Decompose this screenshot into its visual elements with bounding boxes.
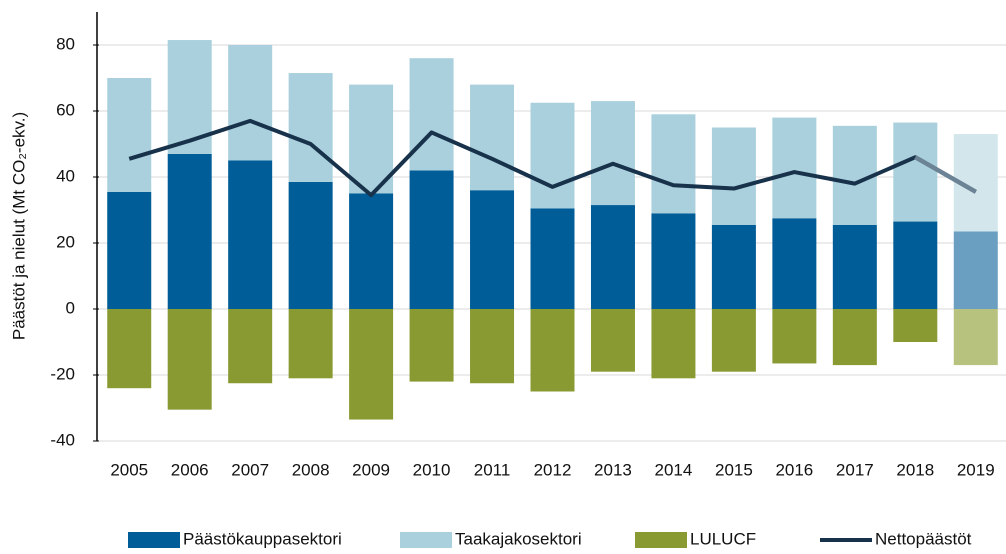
- legend-label: Päästökauppasektori: [183, 529, 342, 548]
- y-tick-label: 0: [66, 298, 75, 317]
- bar: [107, 191, 152, 309]
- bar: [590, 101, 635, 206]
- legend-label: Taakajakosektori: [455, 529, 582, 548]
- line: [128, 118, 977, 198]
- y-axis-label: Päästöt ja nielut (Mt CO₂-ekv.): [9, 112, 28, 340]
- bar: [590, 205, 635, 309]
- x-tick-label: 2013: [594, 460, 632, 479]
- bar: [228, 309, 273, 384]
- x-tick-label: 2010: [413, 460, 451, 479]
- x-tick-label: 2017: [836, 460, 874, 479]
- bar: [953, 309, 998, 366]
- x-tick-label: 2009: [352, 460, 390, 479]
- bar: [651, 309, 696, 379]
- bar: [832, 224, 877, 309]
- x-tick-label: 2011: [474, 460, 511, 479]
- bar: [530, 309, 575, 392]
- x-tick-label: 2019: [957, 460, 995, 479]
- x-tick-label: 2018: [896, 460, 934, 479]
- line-segment-faded: [914, 155, 977, 194]
- bar: [288, 73, 333, 182]
- bar: [530, 208, 575, 309]
- bar: [409, 170, 454, 309]
- x-tick-label: 2007: [231, 460, 269, 479]
- bar: [711, 224, 756, 309]
- bar: [772, 117, 817, 219]
- bar: [530, 102, 575, 209]
- bar: [107, 78, 152, 192]
- bar: [349, 84, 394, 194]
- bar: [772, 309, 817, 364]
- y-tick-label: 40: [56, 166, 75, 185]
- bar: [288, 309, 333, 379]
- bar: [711, 127, 756, 225]
- bar: [228, 45, 273, 161]
- x-tick-label: 2006: [171, 460, 209, 479]
- bar: [167, 309, 212, 410]
- bar: [651, 114, 696, 214]
- bar: [711, 309, 756, 372]
- x-tick-label: 2008: [292, 460, 330, 479]
- bar: [772, 218, 817, 309]
- bar: [893, 221, 938, 309]
- bar: [590, 309, 635, 372]
- bar: [953, 231, 998, 309]
- y-tick-label: 20: [56, 232, 75, 251]
- x-tick-label: 2015: [715, 460, 753, 479]
- y-tick-label: -40: [50, 430, 75, 449]
- bar: [349, 309, 394, 420]
- y-tick-label: 80: [56, 34, 75, 53]
- y-tick-label: -20: [50, 364, 75, 383]
- bar: [409, 58, 454, 171]
- bar: [409, 309, 454, 382]
- bar: [470, 309, 515, 384]
- bar: [893, 309, 938, 342]
- legend-label: LULUCF: [690, 529, 756, 548]
- bar: [470, 84, 515, 191]
- bar: [832, 309, 877, 366]
- x-tick-label: 2014: [655, 460, 693, 479]
- legend-swatch: [400, 532, 452, 548]
- bar: [228, 160, 273, 309]
- bar: [893, 122, 938, 222]
- legend-label: Nettopäästöt: [875, 529, 972, 548]
- x-tick-label: 2005: [110, 460, 148, 479]
- bar: [349, 193, 394, 309]
- bar: [470, 190, 515, 309]
- bar: [651, 213, 696, 309]
- legend-swatch: [635, 532, 687, 548]
- legend-swatch: [128, 532, 180, 548]
- x-tick-label: 2012: [534, 460, 572, 479]
- y-tick-label: 60: [56, 100, 75, 119]
- x-tick-label: 2016: [775, 460, 813, 479]
- bar: [107, 309, 152, 389]
- bar: [288, 181, 333, 309]
- bar: [167, 153, 212, 309]
